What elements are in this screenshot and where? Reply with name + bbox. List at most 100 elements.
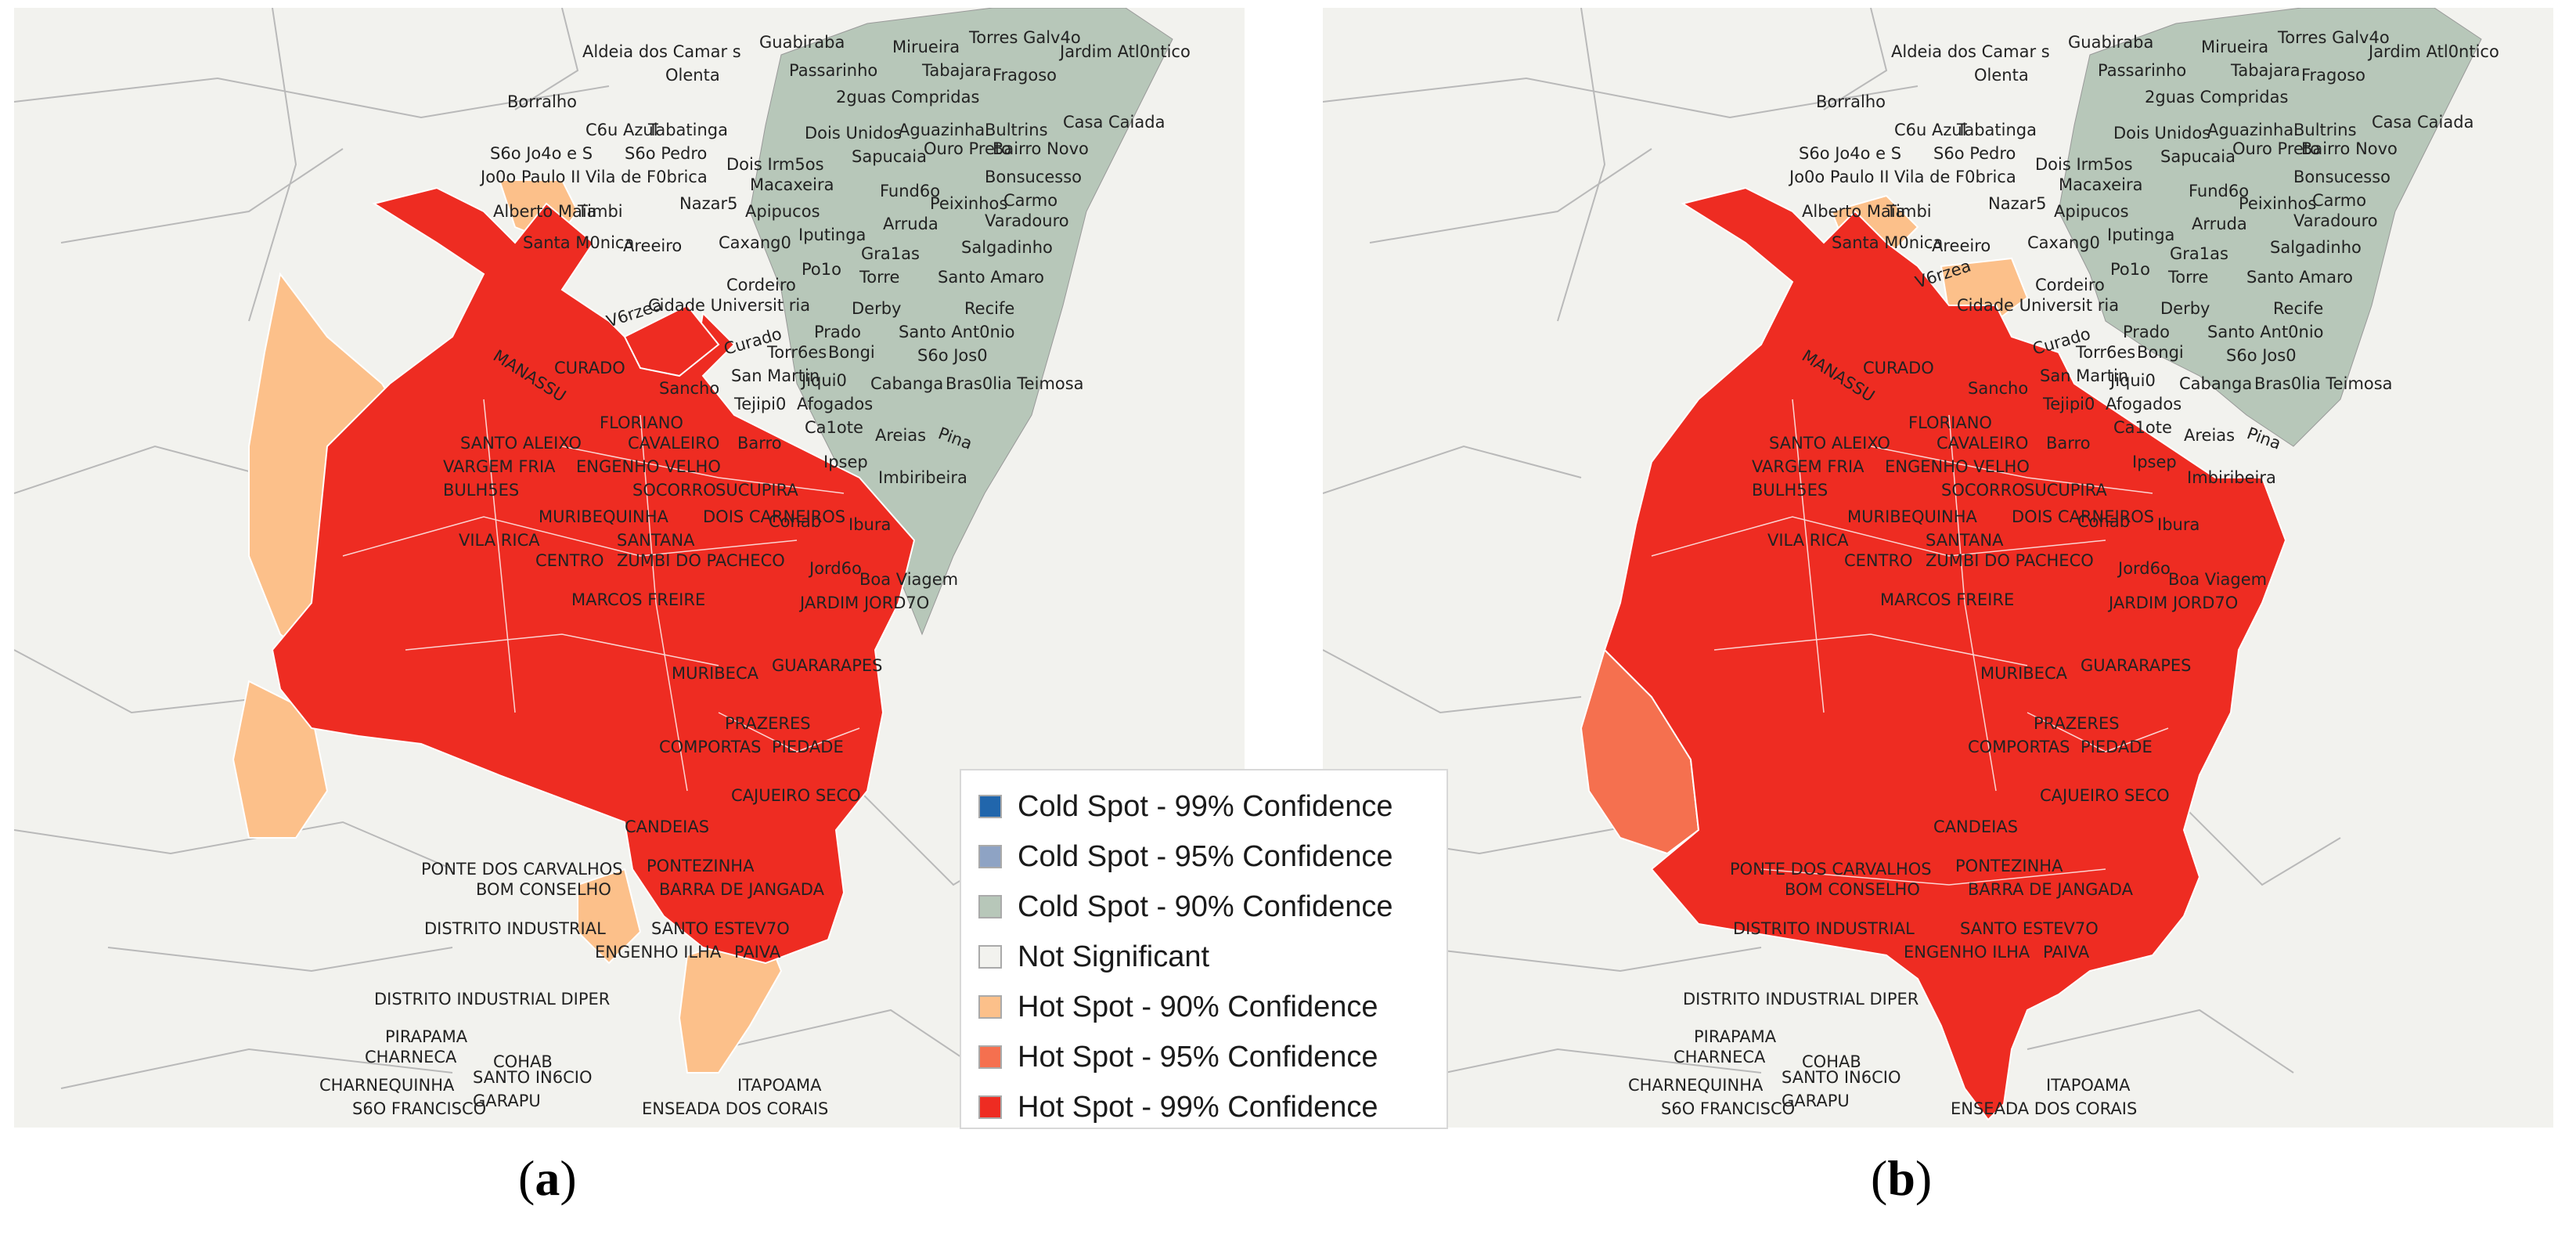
place-label: SANTANA	[617, 531, 695, 550]
place-label: Nazar5	[1988, 194, 2047, 213]
legend-item-hot-90: Hot Spot - 90% Confidence	[978, 982, 1447, 1032]
place-label: CANDEIAS	[1933, 817, 2019, 836]
place-label: Bultrins	[2293, 121, 2357, 139]
place-label: Tabajara	[2231, 61, 2300, 80]
place-label: CAVALEIRO	[1937, 434, 2029, 453]
legend-item-cold-95: Cold Spot - 95% Confidence	[978, 832, 1447, 882]
place-label: Santo Ant0nio	[899, 323, 1015, 341]
place-label: CAJUEIRO SECO	[731, 786, 861, 805]
inner-boundaries	[342, 399, 860, 792]
place-label: Cohab	[769, 512, 822, 531]
place-label: Salgadinho	[2270, 238, 2362, 257]
place-label: Barro	[737, 434, 782, 453]
place-label: Nazar5	[679, 194, 738, 213]
place-label: SANTO ESTEV7O	[651, 919, 790, 938]
place-label: Passarinho	[2098, 61, 2187, 80]
place-label: GUARARAPES	[2081, 656, 2192, 675]
place-label: BOM CONSELHO	[1785, 880, 1920, 899]
place-label: DISTRITO INDUSTRIAL	[1733, 919, 1915, 938]
legend-swatch	[978, 1045, 1002, 1069]
place-label: Borralho	[507, 92, 578, 111]
place-label: Torr6es	[767, 343, 827, 362]
place-label: MURIBEQUINHA	[1847, 507, 1977, 526]
background-boundaries	[14, 8, 1032, 1089]
place-label: Peixinhos	[930, 194, 1008, 213]
place-label: MARCOS FREIRE	[1880, 590, 2015, 609]
place-label: BARRA DE JANGADA	[1968, 880, 2133, 899]
caption-close-paren: )	[1915, 1150, 1933, 1206]
place-label: Tabatinga	[648, 121, 728, 139]
place-label: Po1o	[2110, 260, 2150, 279]
place-label: Bairro Novo	[993, 139, 1089, 158]
place-label: Cordeiro	[2035, 276, 2105, 294]
place-label: Jord6o	[809, 559, 862, 578]
place-label: Carmo	[1003, 191, 1058, 210]
place-label: Boa Viagem	[2168, 570, 2268, 589]
place-label: Ca1ote	[805, 418, 863, 437]
place-label: CHARNEQUINHA	[1628, 1076, 1764, 1095]
place-label: VARGEM FRIA	[443, 457, 556, 476]
place-label: ITAPOAMA	[737, 1076, 822, 1095]
place-label: Imbiribeira	[878, 468, 967, 487]
place-label: Fund6o	[880, 182, 941, 200]
place-label: Torre	[2168, 268, 2209, 287]
place-label: S6O FRANCISCO	[352, 1099, 487, 1118]
place-label: Torre	[859, 268, 900, 287]
place-label: Timbi	[578, 202, 623, 221]
place-label: Fragoso	[2301, 66, 2366, 85]
place-label: ENSEADA DOS CORAIS	[1951, 1099, 2138, 1118]
place-label: VARGEM FRIA	[1752, 457, 1864, 476]
place-label: JARDIM JORD7O	[2109, 594, 2239, 612]
place-label: PIRAPAMA	[385, 1027, 468, 1046]
cold-spot-90-region	[2058, 8, 2482, 447]
caption-open-paren: (	[1871, 1150, 1888, 1206]
place-label: Cidade Universit ria	[1957, 296, 2120, 315]
place-label: Fund6o	[2189, 182, 2250, 200]
place-label: CENTRO	[1844, 551, 1913, 570]
place-label: Prado	[814, 323, 861, 341]
place-label: Olenta	[665, 66, 720, 85]
place-label: FLORIANO	[1908, 413, 1992, 432]
place-label: Afogados	[2106, 395, 2182, 413]
place-label: VILA RICA	[1767, 531, 1849, 550]
place-label: Jardim Atl0ntico	[1060, 42, 1191, 61]
place-label: CAVALEIRO	[628, 434, 720, 453]
caption-b: (b)	[1871, 1149, 1932, 1207]
place-label: CENTRO	[535, 551, 604, 570]
place-label: PIEDADE	[772, 738, 844, 756]
map-legend: Cold Spot - 99% Confidence Cold Spot - 9…	[960, 769, 1448, 1129]
place-label: Carmo	[2312, 191, 2367, 210]
place-label: Arruda	[2192, 215, 2247, 233]
place-label: Sapucaia	[852, 147, 927, 166]
caption-letter: a	[535, 1150, 560, 1206]
legend-item-cold-90: Cold Spot - 90% Confidence	[978, 882, 1447, 932]
place-label: Torres Galv4o	[969, 28, 1081, 47]
place-label: CANDEIAS	[625, 817, 710, 836]
place-label: ZUMBI DO PACHECO	[1926, 551, 2094, 570]
place-label: VILA RICA	[459, 531, 540, 550]
place-label: COMPORTAS	[1968, 738, 2070, 756]
place-label: PAIVA	[2043, 943, 2090, 962]
place-label: SANTO ESTEV7O	[1960, 919, 2099, 938]
place-label: Aldeia dos Camar s	[1891, 42, 2050, 61]
place-label: Cabanga	[870, 374, 944, 393]
hotspot-map-a	[14, 8, 1173, 1089]
caption-close-paren: )	[560, 1150, 577, 1206]
place-label: Aldeia dos Camar s	[582, 42, 741, 61]
place-label: Santa M0nica	[523, 233, 635, 252]
place-label: Bultrins	[985, 121, 1048, 139]
place-label: PONTE DOS CARVALHOS	[421, 860, 623, 879]
place-label: ENGENHO VELHO	[576, 457, 721, 476]
place-label: Santo Amaro	[2246, 268, 2353, 287]
place-label: Macaxeira	[750, 175, 834, 194]
place-label: Jiqui0	[802, 371, 847, 390]
place-label: MURIBEQUINHA	[539, 507, 668, 526]
legend-swatch	[978, 1095, 1002, 1119]
map-panel-a: Aldeia dos Camar s Olenta Guabiraba Miru…	[14, 8, 1245, 1128]
place-label: Dois Unidos	[805, 124, 903, 143]
legend-item-hot-95: Hot Spot - 95% Confidence	[978, 1032, 1447, 1082]
place-label: PAIVA	[734, 943, 781, 962]
place-label: ENGENHO VELHO	[1885, 457, 2030, 476]
caption-open-paren: (	[518, 1150, 535, 1206]
place-label: SUCUPIRA	[715, 481, 798, 500]
